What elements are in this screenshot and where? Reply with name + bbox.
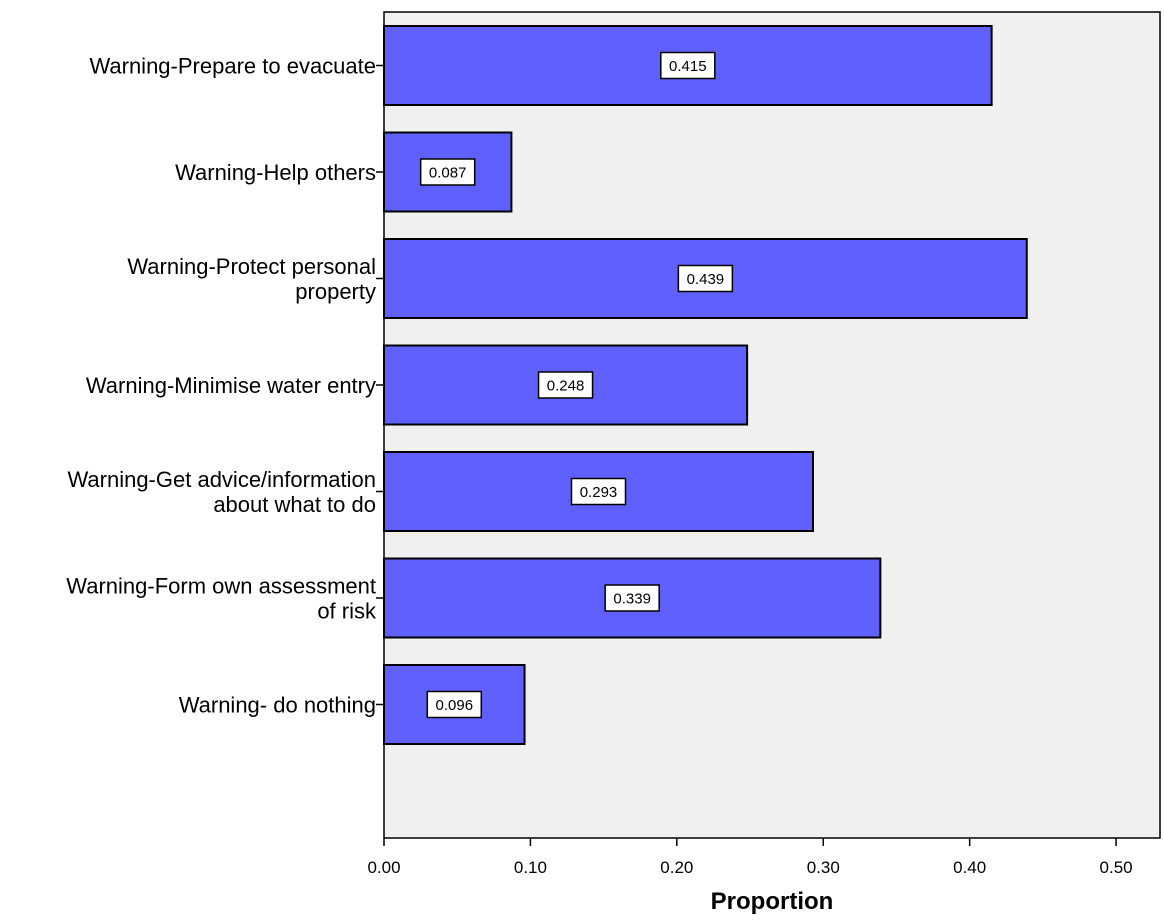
category-label: Warning-Help others bbox=[175, 160, 376, 185]
value-label: 0.415 bbox=[669, 58, 707, 75]
x-axis: 0.00 0.10 0.20 0.30 0.40 0.50 bbox=[367, 838, 1133, 877]
value-label: 0.087 bbox=[429, 165, 467, 182]
value-label: 0.439 bbox=[687, 271, 725, 288]
value-label-box bbox=[660, 51, 716, 80]
value-label: 0.339 bbox=[613, 591, 651, 608]
x-axis-title: Proportion bbox=[711, 888, 834, 915]
value-label-box bbox=[419, 158, 476, 186]
category-label: Warning-Prepare to evacuate bbox=[89, 54, 376, 79]
category-label: Warning-Protect personal property bbox=[127, 254, 376, 304]
x-tick-label: 0.20 bbox=[660, 858, 693, 877]
category-label: Warning-Get advice/information about what… bbox=[67, 467, 376, 517]
x-tick-label: 0.50 bbox=[1100, 858, 1133, 877]
y-axis: Warning-Prepare to evacuate Warning-Help … bbox=[66, 54, 384, 718]
x-tick-label: 0.40 bbox=[953, 858, 986, 877]
category-label: Warning- do nothing bbox=[179, 693, 376, 718]
value-label-box bbox=[604, 584, 660, 612]
value-label: 0.293 bbox=[580, 484, 618, 501]
category-label: Warning-Minimise water entry bbox=[86, 373, 376, 398]
x-tick-label: 0.00 bbox=[367, 858, 400, 877]
x-tick-label: 0.10 bbox=[514, 858, 547, 877]
bars-layer bbox=[383, 25, 1028, 745]
value-label-box bbox=[677, 264, 734, 293]
x-tick-label: 0.30 bbox=[807, 858, 840, 877]
value-label: 0.248 bbox=[547, 378, 585, 395]
value-label: 0.096 bbox=[436, 697, 474, 714]
value-label-box bbox=[537, 371, 594, 399]
value-label-box bbox=[570, 477, 627, 506]
value-label-box bbox=[426, 690, 483, 719]
value-labels-layer: 0.415 0.087 0.439 0.248 0.293 0.339 0.096 bbox=[419, 51, 734, 719]
category-label: Warning-Form own assessment of risk bbox=[66, 574, 377, 624]
